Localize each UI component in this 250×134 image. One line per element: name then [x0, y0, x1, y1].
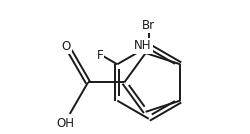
Text: O: O	[62, 40, 71, 53]
Text: NH: NH	[134, 39, 152, 52]
Text: F: F	[97, 49, 103, 62]
Text: OH: OH	[56, 117, 74, 130]
Text: Br: Br	[142, 19, 155, 32]
